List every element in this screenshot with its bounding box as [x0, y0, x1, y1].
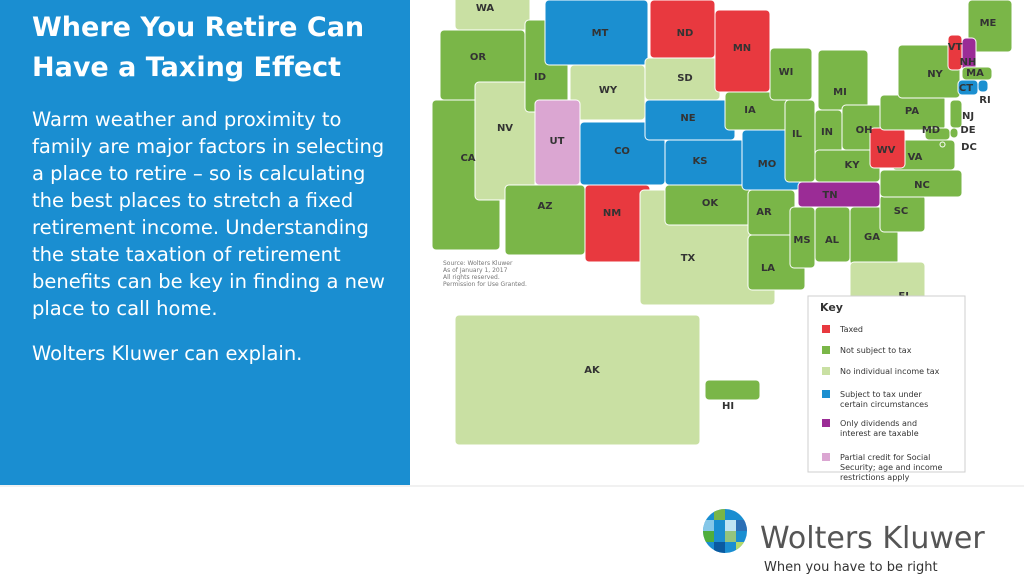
- state-label: WI: [779, 67, 794, 78]
- key-label: Taxed: [839, 325, 863, 334]
- key-label: certain circumstances: [840, 400, 928, 409]
- state-label: OH: [856, 125, 873, 136]
- states: [431, 0, 1013, 446]
- paragraph: Wolters Kluwer can explain.: [32, 342, 303, 365]
- logo-tagline: When you have to be right: [764, 560, 938, 575]
- key-box: [807, 295, 966, 473]
- state-label: ME: [980, 18, 997, 29]
- state-label: NC: [914, 180, 930, 191]
- state-shape: [949, 99, 963, 129]
- state-label: DC: [961, 142, 977, 153]
- state-label: VA: [908, 152, 923, 163]
- state-labels: WA OR CA NV ID MT WY UT CO AZ NM TX ND SD NE KS OK MN IA MO…: [460, 3, 996, 412]
- state-label: CA: [460, 153, 475, 164]
- state-label: MT: [592, 28, 609, 39]
- logo-icon: [703, 509, 747, 553]
- state-label: IL: [792, 129, 803, 140]
- state-shape: [977, 79, 989, 93]
- state-label: IN: [821, 127, 833, 138]
- key-label: Not subject to tax: [840, 346, 912, 355]
- state-label: MS: [793, 235, 810, 246]
- key-label: interest are taxable: [840, 429, 919, 438]
- state-label: SD: [677, 73, 693, 84]
- state-label: WV: [877, 145, 896, 156]
- state-label: AR: [756, 207, 772, 218]
- state-label: OK: [702, 198, 720, 209]
- state-label: KY: [845, 160, 861, 171]
- state-label: IA: [744, 105, 756, 116]
- key-label: Subject to tax under: [840, 390, 922, 399]
- key-swatch: [822, 367, 830, 375]
- state-label: NM: [603, 208, 621, 219]
- intro-panel: Where You Retire Can Have a Taxing Effec…: [0, 0, 410, 485]
- key-label: Only dividends and: [840, 419, 917, 428]
- state-label: ND: [677, 28, 694, 39]
- state-shape: [817, 49, 869, 111]
- state-label: UT: [550, 136, 565, 147]
- state-label: WY: [599, 85, 618, 96]
- state-label: AZ: [538, 201, 553, 212]
- key-items: Taxed Not subject to tax No individual inc…: [822, 325, 943, 482]
- state-shape: [949, 127, 959, 139]
- key-swatch: [822, 325, 830, 333]
- state-label: NY: [927, 69, 943, 80]
- key-label: Security; age and income: [840, 463, 943, 472]
- paragraph: Warm weather and proximity to family are…: [32, 108, 385, 320]
- state-label: MD: [922, 125, 940, 136]
- state-label: MN: [733, 43, 751, 54]
- state-label: VT: [948, 42, 963, 53]
- key-swatch: [822, 346, 830, 354]
- state-label: TX: [681, 253, 696, 264]
- state-label: RI: [979, 95, 990, 106]
- state-label: MO: [758, 159, 776, 170]
- state-label: OR: [470, 52, 487, 63]
- state-label: TN: [822, 190, 837, 201]
- state-label: DE: [960, 125, 975, 136]
- key-swatch: [822, 390, 830, 398]
- state-shape: [454, 314, 701, 446]
- state-shape: [939, 141, 946, 148]
- state-label: NV: [497, 123, 513, 134]
- state-label: AL: [825, 235, 840, 246]
- state-label: HI: [722, 401, 734, 412]
- key-label: No individual income tax: [840, 367, 940, 376]
- logo-name: Wolters Kluwer: [760, 521, 985, 556]
- source-line: As of January 1, 2017: [443, 267, 508, 274]
- state-label: NH: [960, 57, 977, 68]
- state-label: LA: [761, 263, 775, 274]
- state-label: GA: [864, 232, 880, 243]
- state-label: PA: [905, 106, 919, 117]
- source-line: All rights reserved.: [443, 274, 500, 281]
- key-label: Partial credit for Social: [840, 453, 930, 462]
- state-label: AK: [584, 365, 601, 376]
- state-shape: [704, 379, 761, 401]
- state-label: CT: [959, 83, 973, 94]
- state-label: MI: [833, 87, 847, 98]
- state-shape: [784, 99, 816, 183]
- state-shape: [504, 184, 586, 256]
- state-shape: [967, 0, 1013, 53]
- source-line: Source: Wolters Kluwer: [443, 260, 513, 267]
- state-shape: [961, 66, 993, 81]
- state-label: NJ: [962, 111, 974, 122]
- state-shape: [924, 127, 951, 141]
- state-label: WA: [476, 3, 495, 14]
- key-swatch: [822, 453, 830, 461]
- state-shape: [797, 181, 881, 208]
- source-line: Permission for Use Granted.: [443, 281, 527, 288]
- key-title: Key: [820, 301, 843, 314]
- state-label: CO: [614, 146, 630, 157]
- state-label: MA: [966, 68, 984, 79]
- state-shape: [897, 44, 961, 99]
- state-label: SC: [894, 206, 909, 217]
- key-swatch: [822, 419, 830, 427]
- key-label: restrictions apply: [840, 473, 910, 482]
- state-label: NE: [680, 113, 695, 124]
- state-label: KS: [693, 156, 708, 167]
- title: Where You Retire Can Have a Taxing Effec…: [32, 12, 365, 83]
- state-label: ID: [534, 72, 546, 83]
